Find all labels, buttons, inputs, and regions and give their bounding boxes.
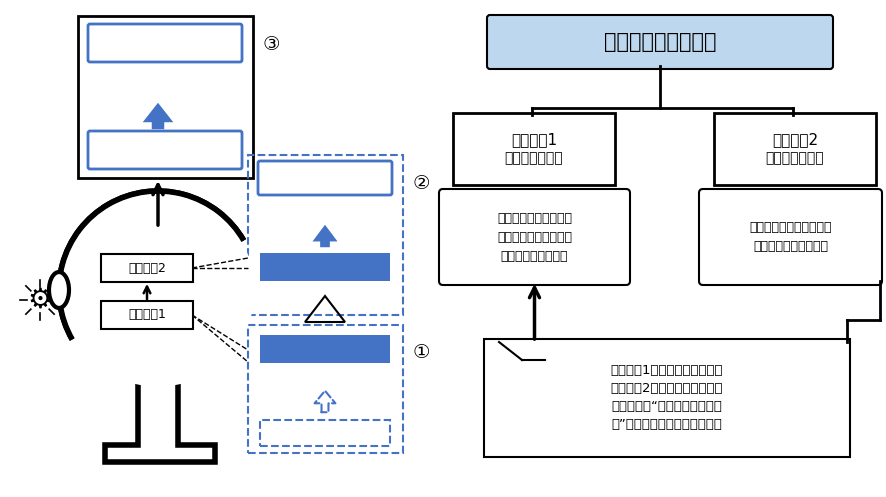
FancyBboxPatch shape [260,253,390,281]
Text: システム2: システム2 [128,261,166,274]
Polygon shape [105,378,214,462]
Text: （論理的判断）: （論理的判断） [765,151,823,165]
FancyBboxPatch shape [88,24,242,62]
Text: 判断スピードは遅いが，
論理的に判断できる。: 判断スピードは遅いが， 論理的に判断できる。 [749,221,831,253]
Text: ⚙: ⚙ [27,286,52,314]
Ellipse shape [49,272,69,308]
FancyBboxPatch shape [486,15,832,69]
Text: システム1: システム1 [128,309,166,322]
Text: ②: ② [413,173,430,192]
Circle shape [62,194,253,386]
Text: （直感的判断）: （直感的判断） [504,151,563,165]
Text: ①: ① [413,343,430,362]
FancyBboxPatch shape [698,189,881,285]
Text: システム1が作り出した結論に
システム2が後付けの論理を作
り出して，“論知的思考を行っ
た”ように思いこんでしまう。: システム1が作り出した結論に システム2が後付けの論理を作 り出して，“論知的思… [610,364,722,431]
Text: システム1: システム1 [510,133,556,148]
FancyBboxPatch shape [260,335,390,363]
FancyBboxPatch shape [439,189,629,285]
Text: システム2: システム2 [771,133,817,148]
FancyBboxPatch shape [101,301,193,329]
Text: 判断スピードは非常に
速いが，複雑な判断は
出来ない（誤る）。: 判断スピードは非常に 速いが，複雑な判断は 出来ない（誤る）。 [496,212,571,262]
FancyBboxPatch shape [713,113,875,185]
FancyBboxPatch shape [453,113,614,185]
FancyBboxPatch shape [78,16,253,178]
Text: 脳の判断メカニズム: 脳の判断メカニズム [603,32,715,52]
FancyBboxPatch shape [88,131,242,169]
Text: ③: ③ [263,34,280,54]
FancyBboxPatch shape [260,420,390,446]
FancyBboxPatch shape [258,161,392,195]
FancyArrowPatch shape [312,225,337,247]
FancyBboxPatch shape [484,339,849,457]
FancyBboxPatch shape [101,254,193,282]
FancyArrowPatch shape [143,103,173,129]
